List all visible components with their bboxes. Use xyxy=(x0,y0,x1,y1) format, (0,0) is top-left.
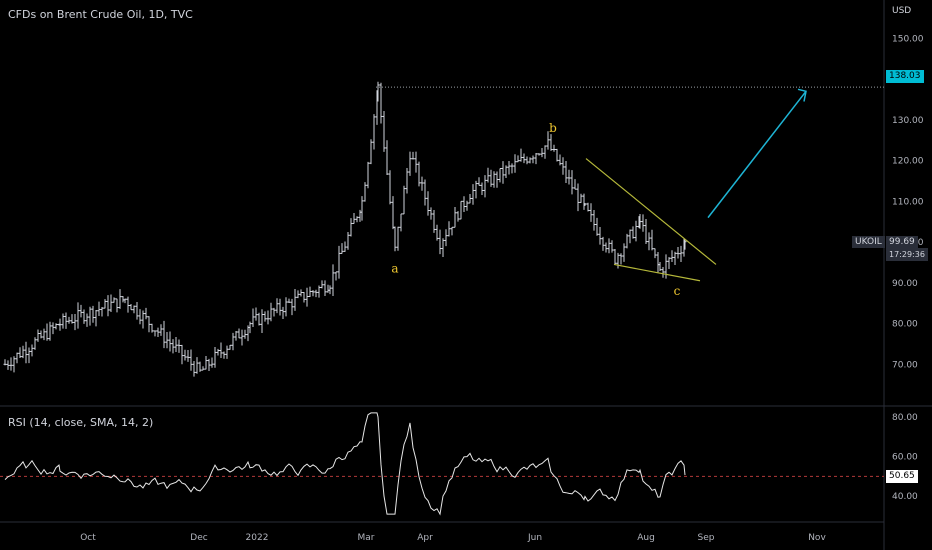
rsi-value-tag: 50.65 xyxy=(886,470,918,483)
time-tick-label: Jun xyxy=(527,533,542,543)
rsi-title: RSI (14, close, SMA, 14, 2) xyxy=(8,416,154,429)
time-tick-label: 2022 xyxy=(246,533,269,543)
price-tick-label: 110.00 xyxy=(892,197,924,207)
rsi-line xyxy=(4,412,686,516)
time-tick-label: Oct xyxy=(80,533,96,543)
price-bars xyxy=(3,81,687,377)
currency-label: USD xyxy=(892,6,912,16)
chart-title: CFDs on Brent Crude Oil, 1D, TVC xyxy=(8,8,193,21)
price-tick-label: 80.00 xyxy=(892,320,918,330)
projection-arrow-head xyxy=(797,88,807,102)
wedge-upper-line xyxy=(585,158,717,265)
rsi-tick-label: 80.00 xyxy=(892,413,918,423)
wave-label-c: c xyxy=(674,284,681,298)
wave-label-b: b xyxy=(549,121,557,135)
price-tick-label: 120.00 xyxy=(892,157,924,167)
countdown-tag: 17:29:36 xyxy=(886,248,928,261)
last-price-tag: 99.69 xyxy=(886,236,918,249)
rsi-tick-label: 60.00 xyxy=(892,453,918,463)
wave-label-a: a xyxy=(391,262,398,276)
rsi-tick-label: 40.00 xyxy=(892,492,918,502)
time-tick-label: Sep xyxy=(698,533,715,543)
target-price-tag: 138.03 xyxy=(886,70,924,83)
price-tick-label: 70.00 xyxy=(892,360,918,370)
price-tick-label: 90.00 xyxy=(892,279,918,289)
price-tick-label: 150.00 xyxy=(892,34,924,44)
wedge-lower-line xyxy=(613,263,701,282)
time-tick-label: Nov xyxy=(808,533,826,543)
time-tick-label: Dec xyxy=(190,533,207,543)
time-tick-label: Apr xyxy=(417,533,433,543)
time-tick-label: Aug xyxy=(637,533,655,543)
projection-arrow xyxy=(707,90,807,219)
symbol-tag: UKOIL xyxy=(852,236,885,248)
time-tick-label: Mar xyxy=(358,533,375,543)
price-tick-label: 130.00 xyxy=(892,116,924,126)
